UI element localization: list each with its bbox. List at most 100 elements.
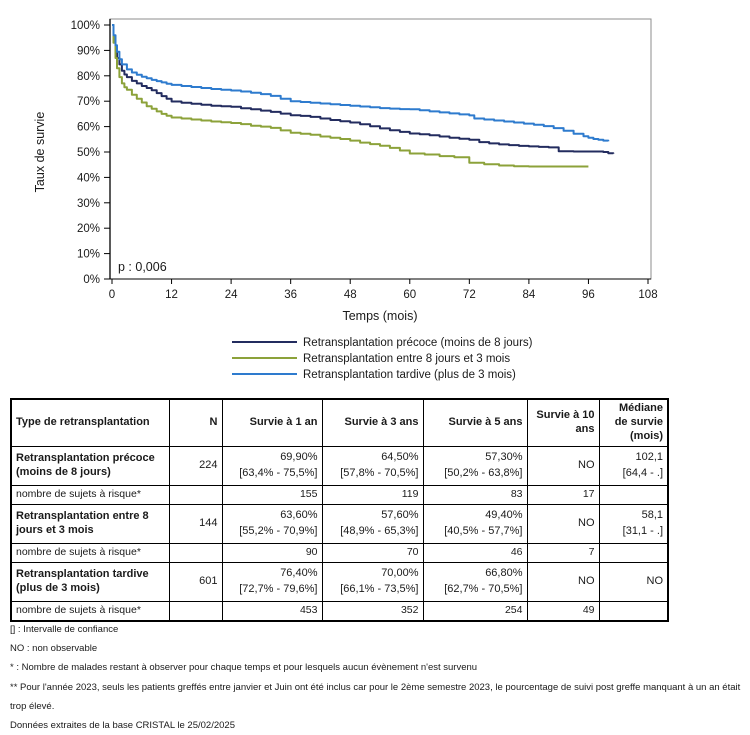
cell-s1: 63,60% [55,2% - 70,9%] bbox=[221, 504, 323, 544]
risk-s5: 83 bbox=[422, 485, 528, 505]
header-survie-5ans: Survie à 5 ans bbox=[422, 398, 528, 447]
table-row-risk-precoce: nombre de sujets à risque* 155 119 83 17 bbox=[10, 485, 669, 505]
p-value-annotation: p : 0,006 bbox=[118, 260, 167, 274]
risk-s5: 46 bbox=[422, 543, 528, 563]
confidence-interval: [31,1 - .] bbox=[622, 525, 663, 537]
table-row-risk-tardive: nombre de sujets à risque* 453 352 254 4… bbox=[10, 601, 669, 622]
plot-frame bbox=[109, 18, 652, 280]
x-axis-title: Temps (mois) bbox=[342, 309, 417, 323]
header-n: N bbox=[168, 398, 223, 447]
confidence-interval: [57,8% - 70,5%] bbox=[340, 467, 419, 479]
cell-median: 102,1 [64,4 - .] bbox=[598, 446, 669, 486]
group-n: 601 bbox=[168, 562, 223, 602]
curve-precoce bbox=[112, 24, 615, 155]
risk-s1: 90 bbox=[221, 543, 323, 563]
risk-s5: 254 bbox=[422, 601, 528, 622]
footnote-no: NO : non observable bbox=[10, 643, 98, 655]
value: 57,60% bbox=[381, 509, 419, 522]
confidence-interval: [62,7% - 70,5%] bbox=[444, 583, 523, 595]
value: 66,80% bbox=[485, 567, 523, 580]
confidence-interval: [48,9% - 65,3%] bbox=[340, 525, 419, 537]
risk-label: nombre de sujets à risque* bbox=[10, 601, 170, 622]
header-survie-3ans: Survie à 3 ans bbox=[321, 398, 424, 447]
risk-s3: 352 bbox=[321, 601, 424, 622]
cell-median: 58,1 [31,1 - .] bbox=[598, 504, 669, 544]
cell-s3: 64,50% [57,8% - 70,5%] bbox=[321, 446, 424, 486]
risk-n-empty bbox=[168, 601, 223, 622]
table-row-entre: Retransplantation entre 8 jours et 3 moi… bbox=[10, 504, 669, 544]
survival-table: Type de retransplantation N Survie à 1 a… bbox=[10, 398, 669, 622]
table-header-row: Type de retransplantation N Survie à 1 a… bbox=[10, 398, 669, 447]
confidence-interval: [66,1% - 73,5%] bbox=[340, 583, 419, 595]
legend-label-tardive: Retransplantation tardive (plus de 3 moi… bbox=[303, 369, 516, 381]
survival-figure: 0% 10% 20% 30% 40% 50% 60% 70% 80% 90% 100% 0 12 24 36… bbox=[33, 18, 658, 381]
y-tick-label: 0% bbox=[83, 274, 100, 286]
confidence-interval: [64,4 - .] bbox=[622, 467, 663, 479]
confidence-interval: [55,2% - 70,9%] bbox=[239, 525, 318, 537]
header-mediane: Médiane de survie (mois) bbox=[598, 398, 669, 447]
y-tick-label: 70% bbox=[77, 96, 100, 108]
risk-label: nombre de sujets à risque* bbox=[10, 485, 170, 505]
survival-chart: 0% 10% 20% 30% 40% 50% 60% 70% 80% 90% 100% 0 12 24 36… bbox=[33, 18, 658, 381]
cell-s5: 49,40% [40,5% - 57,7%] bbox=[422, 504, 528, 544]
y-tick-label: 50% bbox=[77, 147, 100, 159]
risk-label: nombre de sujets à risque* bbox=[10, 543, 170, 563]
y-tick-label: 80% bbox=[77, 71, 100, 83]
x-tick-label: 84 bbox=[522, 289, 535, 301]
legend-label-precoce: Retransplantation précoce (moins de 8 jo… bbox=[303, 337, 533, 349]
curve-entre bbox=[112, 24, 589, 168]
value: 58,1 bbox=[641, 509, 663, 522]
confidence-interval: [50,2% - 63,8%] bbox=[444, 467, 523, 479]
footnote-confidence-interval: [] : Intervalle de confiance bbox=[10, 624, 119, 635]
cell-s1: 69,90% [63,4% - 75,5%] bbox=[221, 446, 323, 486]
value: 76,40% bbox=[280, 567, 318, 580]
value: 69,90% bbox=[280, 451, 318, 464]
legend-label-entre: Retransplantation entre 8 jours et 3 moi… bbox=[303, 353, 510, 365]
footnote-source: Données extraites de la base CRISTAL le … bbox=[10, 720, 235, 732]
y-tick-label: 100% bbox=[71, 20, 100, 32]
cell-s10: NO bbox=[526, 504, 600, 544]
x-tick-label: 36 bbox=[284, 289, 297, 301]
curve-tardive bbox=[112, 24, 610, 142]
cell-s10: NO bbox=[526, 562, 600, 602]
x-tick-label: 0 bbox=[109, 289, 115, 301]
y-tick-label: 30% bbox=[77, 198, 100, 210]
risk-median bbox=[598, 485, 669, 505]
table-row-precoce: Retransplantation précoce (moins de 8 jo… bbox=[10, 446, 669, 486]
x-tick-label: 12 bbox=[165, 289, 178, 301]
cell-s10: NO bbox=[526, 446, 600, 486]
footnote-risk: * : Nombre de malades restant à observer… bbox=[10, 662, 478, 674]
cell-s1: 76,40% [72,7% - 79,6%] bbox=[221, 562, 323, 602]
y-tick-label: 60% bbox=[77, 122, 100, 134]
x-tick-label: 108 bbox=[638, 289, 657, 301]
confidence-interval: [40,5% - 57,7%] bbox=[444, 525, 523, 537]
y-tick-label: 20% bbox=[77, 223, 100, 235]
x-tick-label: 72 bbox=[463, 289, 476, 301]
confidence-interval: [72,7% - 79,6%] bbox=[239, 583, 318, 595]
cell-s5: 66,80% [62,7% - 70,5%] bbox=[422, 562, 528, 602]
risk-s10: 49 bbox=[526, 601, 600, 622]
header-survie-10ans: Survie à 10 ans bbox=[526, 398, 600, 447]
header-survie-1an: Survie à 1 an bbox=[221, 398, 323, 447]
risk-median bbox=[598, 601, 669, 622]
y-tick-label: 10% bbox=[77, 249, 100, 261]
x-tick-label: 48 bbox=[344, 289, 357, 301]
value: 64,50% bbox=[381, 451, 419, 464]
value: 102,1 bbox=[635, 451, 663, 464]
value: 63,60% bbox=[280, 509, 318, 522]
risk-s3: 119 bbox=[321, 485, 424, 505]
group-name: Retransplantation tardive (plus de 3 moi… bbox=[10, 562, 170, 602]
group-n: 144 bbox=[168, 504, 223, 544]
header-type: Type de retransplantation bbox=[10, 398, 170, 447]
group-name: Retransplantation entre 8 jours et 3 moi… bbox=[10, 504, 170, 544]
risk-s1: 155 bbox=[221, 485, 323, 505]
y-tick-label: 40% bbox=[77, 172, 100, 184]
footnotes: [] : Intervalle de confiance NO : non ob… bbox=[10, 620, 748, 735]
confidence-interval: [63,4% - 75,5%] bbox=[239, 467, 318, 479]
risk-s1: 453 bbox=[221, 601, 323, 622]
group-name: Retransplantation précoce (moins de 8 jo… bbox=[10, 446, 170, 486]
cell-s3: 57,60% [48,9% - 65,3%] bbox=[321, 504, 424, 544]
y-tick-label: 90% bbox=[77, 45, 100, 57]
risk-n-empty bbox=[168, 485, 223, 505]
survival-table-wrap: Type de retransplantation N Survie à 1 a… bbox=[10, 398, 669, 622]
